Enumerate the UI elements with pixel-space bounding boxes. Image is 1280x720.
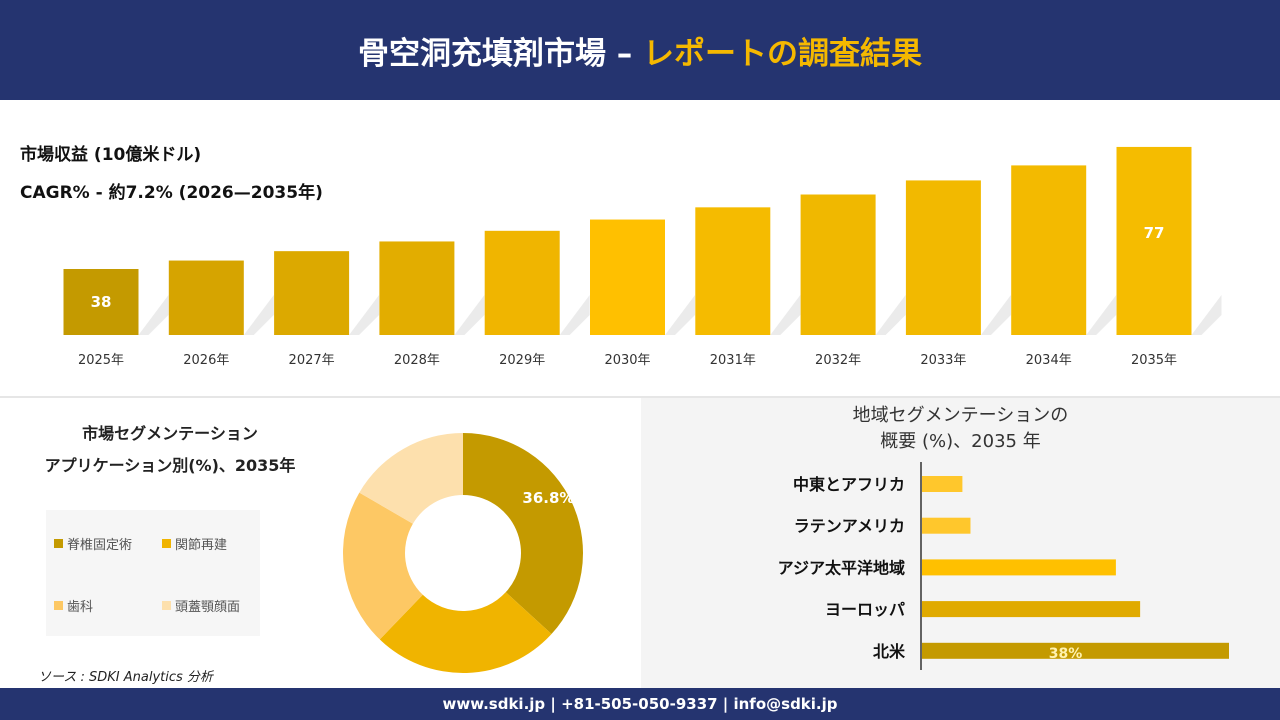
application-donut-chart: 36.8% xyxy=(343,433,583,673)
bar xyxy=(1116,146,1192,335)
region-title: 地域セグメンテーションの xyxy=(852,405,1069,426)
bar xyxy=(484,230,560,335)
x-tick-label: 2025年 xyxy=(78,353,124,368)
bar-shadow xyxy=(665,295,695,335)
region-subtitle: 概要 (%)、2035 年 xyxy=(880,431,1041,452)
x-tick-label: 2026年 xyxy=(183,353,229,368)
bar xyxy=(922,601,1141,618)
legend-label: 関節再建 xyxy=(175,538,228,553)
bar xyxy=(695,207,771,335)
bar-shadow xyxy=(454,295,485,335)
legend-label: 脊椎固定術 xyxy=(67,538,133,553)
bar-shadow xyxy=(980,295,1011,335)
donut-slice xyxy=(463,433,583,635)
y-tick-label: アジア太平洋地域 xyxy=(778,558,905,577)
data-label: 38 xyxy=(91,293,112,311)
legend-item: 頭蓋顎顔面 xyxy=(162,596,240,615)
legend-swatch xyxy=(162,601,171,610)
cagr-label: CAGR% - 約7.2% (2026—2035年) xyxy=(20,183,323,203)
bar xyxy=(922,517,971,534)
title-main: 骨空洞充填剤市場 – xyxy=(357,35,633,72)
bar xyxy=(274,251,350,335)
divider xyxy=(0,396,1280,398)
application-segment-panel: 市場セグメンテーション アプリケーション別(%)、2035年 脊椎固定術 関節再… xyxy=(0,398,640,688)
revenue-label: 市場収益 (10億米ドル) xyxy=(20,145,202,165)
header-banner: 骨空洞充填剤市場 – レポートの調査結果 xyxy=(0,0,1280,100)
bar xyxy=(1011,165,1087,335)
data-label: 77 xyxy=(1144,224,1165,242)
bar xyxy=(63,269,139,335)
x-tick-label: 2035年 xyxy=(1131,353,1177,368)
bar-shadow xyxy=(349,295,380,335)
legend-item: 歯科 xyxy=(54,596,93,615)
legend: 脊椎固定術 関節再建 歯科 頭蓋顎顔面 xyxy=(46,510,260,636)
bar xyxy=(922,559,1116,576)
legend-item: 関節再建 xyxy=(162,534,227,553)
legend-item: 脊椎固定術 xyxy=(54,534,132,553)
x-tick-label: 2028年 xyxy=(394,353,440,368)
legend-label: 歯科 xyxy=(67,600,94,615)
segment-title: 市場セグメンテーション xyxy=(82,424,258,443)
bar xyxy=(800,194,876,335)
revenue-bar-chart: 2025年 38 2026年 2027年 2028年 2029年 2030年 2031年 203… xyxy=(63,146,1222,368)
bar xyxy=(590,219,665,335)
y-tick-label: 北米 xyxy=(873,642,906,661)
x-tick-label: 2027年 xyxy=(289,353,335,368)
data-label: 36.8% xyxy=(522,489,574,507)
bar-shadow xyxy=(559,295,590,335)
legend-swatch xyxy=(162,539,171,548)
source-note: ソース : SDKI Analytics 分析 xyxy=(38,670,213,685)
y-tick-label: ヨーロッパ xyxy=(825,600,905,619)
x-tick-label: 2029年 xyxy=(499,353,545,368)
donut-slice xyxy=(379,592,552,673)
x-tick-label: 2032年 xyxy=(815,353,861,368)
data-label: 38% xyxy=(1049,646,1083,662)
title-highlight: レポートの調査結果 xyxy=(643,35,923,72)
donut-slice xyxy=(359,433,463,524)
region-segment-panel: 地域セグメンテーションの 概要 (%)、2035 年 中東とアフリカ ラテンアメリ… xyxy=(641,398,1280,688)
y-tick-label: ラテンアメリカ xyxy=(794,517,905,536)
donut-slice xyxy=(343,492,423,640)
footer-contact: www.sdki.jp | +81-505-050-9337 | info@sd… xyxy=(0,688,1280,720)
x-tick-label: 2030年 xyxy=(604,353,650,368)
bar-shadow xyxy=(770,295,801,335)
legend-label: 頭蓋顎顔面 xyxy=(175,600,241,615)
bar xyxy=(922,476,963,492)
bar-shadow xyxy=(1191,295,1222,335)
legend-swatch xyxy=(54,539,63,548)
bar xyxy=(905,180,981,335)
x-tick-label: 2031年 xyxy=(710,353,756,368)
bar xyxy=(168,260,244,335)
bar-shadow xyxy=(1086,295,1117,335)
bar xyxy=(922,642,1229,659)
bar-shadow xyxy=(138,295,169,335)
legend-swatch xyxy=(54,601,63,610)
bar xyxy=(379,241,455,335)
y-tick-label: 中東とアフリカ xyxy=(793,475,905,494)
x-tick-label: 2034年 xyxy=(1026,353,1072,368)
segment-subtitle: アプリケーション別(%)、2035年 xyxy=(44,456,296,475)
bar-shadow xyxy=(243,295,274,335)
bar-shadow xyxy=(875,295,906,335)
x-tick-label: 2033年 xyxy=(920,353,966,368)
